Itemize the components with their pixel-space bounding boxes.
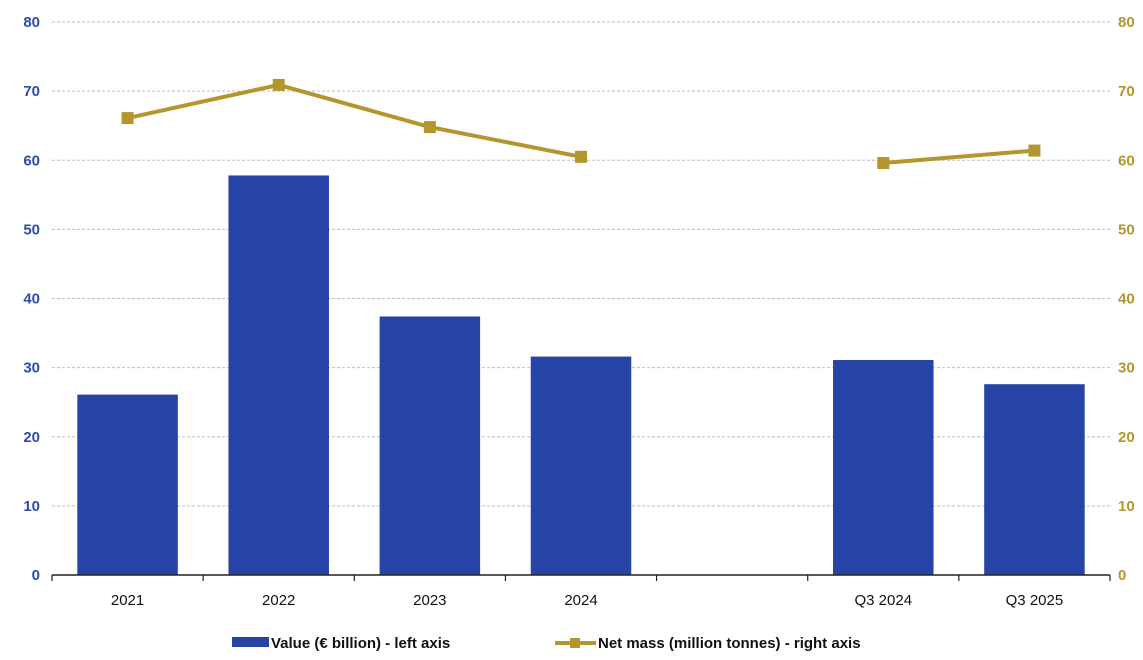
right-tick-label: 60: [1118, 152, 1135, 169]
left-tick-label: 70: [23, 83, 40, 100]
right-tick-label: 10: [1118, 498, 1135, 515]
net-mass-line: [883, 148, 1035, 166]
bar: [77, 394, 178, 575]
right-tick-label: 30: [1118, 360, 1135, 377]
line-point: [272, 78, 285, 91]
category-label: 2023: [413, 592, 446, 609]
left-tick-label: 10: [23, 498, 40, 515]
right-tick-label: 50: [1118, 221, 1135, 238]
right-tick-label: 80: [1118, 14, 1135, 31]
line-point: [121, 112, 134, 125]
line-point: [423, 121, 436, 134]
net-mass-line: [127, 82, 582, 159]
bar: [833, 360, 934, 575]
category-label: 2021: [111, 592, 144, 609]
left-tick-label: 40: [23, 291, 40, 308]
line-series: [121, 78, 1041, 170]
right-tick-label: 70: [1118, 83, 1135, 100]
left-tick-label: 30: [23, 360, 40, 377]
category-label: 2024: [564, 592, 597, 609]
line-point: [877, 157, 890, 170]
right-tick-label: 0: [1118, 567, 1126, 584]
left-tick-label: 80: [23, 14, 40, 31]
legend-swatch-marker: [570, 638, 580, 648]
line-point: [1028, 144, 1041, 157]
bar: [228, 175, 329, 575]
left-tick-label: 50: [23, 221, 40, 238]
right-tick-label: 40: [1118, 291, 1135, 308]
left-tick-label: 20: [23, 429, 40, 446]
category-label: Q3 2025: [1006, 592, 1064, 609]
bar: [530, 356, 632, 575]
right-tick-label: 20: [1118, 429, 1135, 446]
left-tick-label: 60: [23, 152, 40, 169]
axes: 0 10 20 30 40 50 60 70 80 0 10 20 30 40 50 60 70 80 2021 20…: [23, 14, 1134, 609]
category-label: Q3 2024: [855, 592, 913, 609]
bar: [984, 384, 1085, 575]
legend-label-value: Value (€ billion) - left axis: [271, 635, 450, 652]
bar: [379, 316, 481, 575]
legend-label-net-mass: Net mass (million tonnes) - right axis: [598, 635, 861, 652]
left-tick-label: 0: [32, 567, 40, 584]
legend-swatch-bar: [232, 637, 269, 647]
legend: Value (€ billion) - left axis Net mass (…: [232, 635, 861, 652]
category-label: 2022: [262, 592, 295, 609]
bar-series: [77, 175, 1085, 575]
line-point: [575, 150, 587, 163]
